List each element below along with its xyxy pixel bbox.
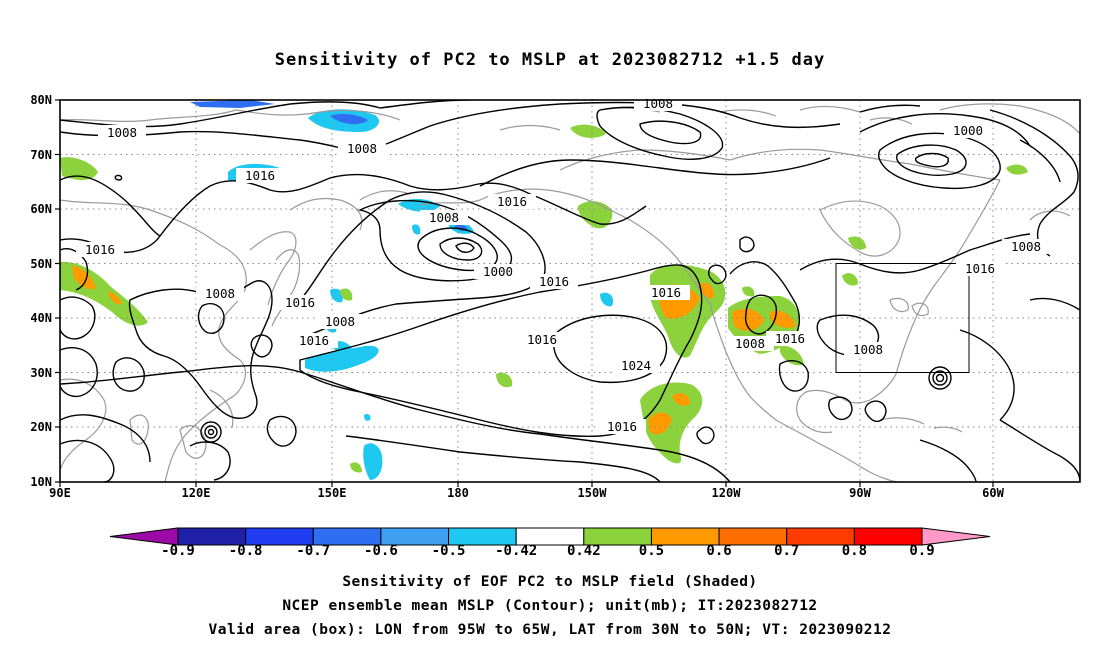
lon-label: 150W — [578, 486, 608, 500]
svg-text:1008: 1008 — [205, 286, 235, 301]
contour-label: 1016 — [236, 168, 284, 183]
lon-label: 120W — [712, 486, 742, 500]
contour-label: 1016 — [488, 194, 536, 209]
lon-label: 90E — [49, 486, 71, 500]
colorbar-label: -0.42 — [495, 543, 538, 559]
colorbar-label: -0.6 — [364, 543, 398, 559]
contour-label: 1016 — [766, 331, 814, 346]
colorbar — [109, 527, 991, 546]
contour-label: 1016 — [290, 333, 338, 348]
lat-label: 60N — [30, 202, 52, 216]
colorbar-label: -0.7 — [296, 543, 331, 559]
colorbar-label: 0.8 — [841, 543, 868, 559]
plot-frame — [59, 99, 1081, 483]
colorbar-label: -0.8 — [228, 543, 263, 559]
coastlines — [60, 103, 1080, 482]
svg-text:1016: 1016 — [651, 285, 681, 300]
contour-label: 1016 — [276, 295, 324, 310]
svg-text:1016: 1016 — [775, 331, 805, 346]
lat-label: 80N — [30, 93, 52, 107]
contour-labels: 1008 1008 1008 1000 1016 1016 1008 1000 … — [76, 96, 1050, 434]
svg-text:1008: 1008 — [325, 314, 355, 329]
svg-text:1016: 1016 — [607, 419, 637, 434]
contour-label: 1008 — [98, 125, 146, 140]
contour-label: 1000 — [944, 123, 992, 138]
lat-label: 50N — [30, 257, 52, 271]
contour-label: 1008 — [316, 314, 364, 329]
contour-label: 1024 — [612, 358, 660, 373]
caption-line-3: Valid area (box): LON from 95W to 65W, L… — [208, 622, 892, 638]
svg-text:1008: 1008 — [853, 342, 883, 357]
lon-label: 180 — [447, 486, 469, 500]
colorbar-label: 0.42 — [566, 543, 601, 559]
svg-text:1008: 1008 — [1011, 239, 1041, 254]
lon-label: 150E — [318, 486, 347, 500]
latitude-labels: 80N 70N 60N 50N 40N 30N 20N 10N — [30, 93, 52, 489]
svg-text:1016: 1016 — [285, 295, 315, 310]
lat-label: 70N — [30, 148, 52, 162]
svg-text:1008: 1008 — [107, 125, 137, 140]
lon-label: 90W — [849, 486, 871, 500]
svg-text:1016: 1016 — [299, 333, 329, 348]
colorbar-label: 0.9 — [909, 543, 935, 559]
contour-label: 1000 — [474, 264, 522, 279]
caption-line-2: NCEP ensemble mean MSLP (Contour); unit(… — [282, 598, 818, 614]
svg-text:1008: 1008 — [735, 336, 765, 351]
svg-text:1000: 1000 — [483, 264, 513, 279]
svg-text:1000: 1000 — [953, 123, 983, 138]
contour-label: 1008 — [844, 342, 892, 357]
lat-label: 30N — [30, 366, 52, 380]
mslp-contours — [60, 100, 1080, 482]
lat-label: 20N — [30, 420, 52, 434]
contour-label: 1016 — [518, 332, 566, 347]
lon-label: 60W — [982, 486, 1004, 500]
contour-label: 1016 — [76, 242, 124, 257]
svg-text:1008: 1008 — [429, 210, 459, 225]
contour-label: 1016 — [598, 419, 646, 434]
svg-text:1008: 1008 — [643, 96, 673, 111]
contour-label: 1016 — [642, 285, 690, 300]
lon-label: 120E — [182, 486, 211, 500]
svg-text:1016: 1016 — [965, 261, 995, 276]
contour-label: 1008 — [196, 286, 244, 301]
contour-label: 1008 — [338, 141, 386, 156]
lat-label: 10N — [30, 475, 52, 489]
caption-line-1: Sensitivity of EOF PC2 to MSLP field (Sh… — [342, 574, 758, 590]
colorbar-label: 0.6 — [706, 543, 732, 559]
contour-label: 1008 — [726, 336, 774, 351]
svg-text:1024: 1024 — [621, 358, 651, 373]
svg-text:1008: 1008 — [347, 141, 377, 156]
contour-label: 1008 — [1002, 239, 1050, 254]
colorbar-label: 0.7 — [774, 543, 800, 559]
map-title: Sensitivity of PC2 to MSLP at 2023082712… — [274, 50, 826, 70]
axis-ticks — [55, 99, 994, 487]
contour-label: 1016 — [956, 261, 1004, 276]
colorbar-label: -0.9 — [161, 543, 195, 559]
svg-text:1016: 1016 — [497, 194, 527, 209]
contour-label: 1008 — [634, 96, 682, 111]
colorbar-label: -0.5 — [431, 543, 466, 559]
svg-text:1016: 1016 — [245, 168, 275, 183]
svg-text:1016: 1016 — [539, 274, 569, 289]
contour-label: 1016 — [530, 274, 578, 289]
valid-area-box — [835, 263, 970, 373]
colorbar-label: 0.5 — [638, 543, 665, 559]
contour-label: 1008 — [420, 210, 468, 225]
lat-label: 40N — [30, 311, 52, 325]
svg-text:1016: 1016 — [527, 332, 557, 347]
svg-text:1016: 1016 — [85, 242, 115, 257]
longitude-labels: 90E 120E 150E 180 150W 120W 90W 60W — [49, 486, 1004, 500]
colorbar-swatch — [921, 527, 991, 546]
